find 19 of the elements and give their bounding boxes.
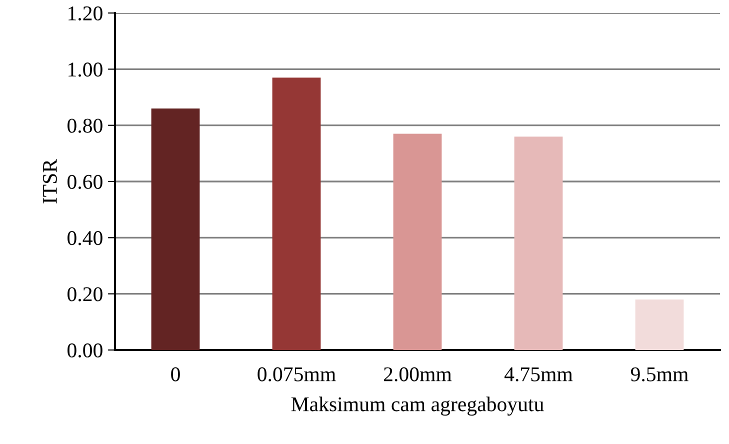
x-tick-label: 9.5mm [630, 367, 688, 382]
y-tick-label: 0.40 [68, 231, 102, 246]
y-tick-label: 0.60 [68, 174, 102, 190]
bar [393, 134, 442, 350]
y-tick-label: 1.00 [68, 62, 102, 77]
y-tick-label: 1.20 [68, 6, 102, 21]
x-tick-label: 2.00mm [384, 367, 452, 382]
y-tick-label: 0.20 [68, 287, 102, 302]
y-axis-title: ITSR [42, 158, 57, 204]
bar [514, 136, 563, 350]
x-tick-label: 0.075mm [258, 367, 336, 382]
bar [151, 108, 200, 350]
bar [635, 299, 684, 350]
x-tick-label: 4.75mm [504, 367, 573, 382]
y-tick-label: 0.80 [68, 118, 102, 133]
bar [272, 78, 321, 350]
y-tick-label: 0.00 [68, 343, 102, 358]
x-tick-label: 0 [171, 367, 180, 382]
x-axis-title: Maksimum cam agregaboyutu [291, 396, 544, 416]
